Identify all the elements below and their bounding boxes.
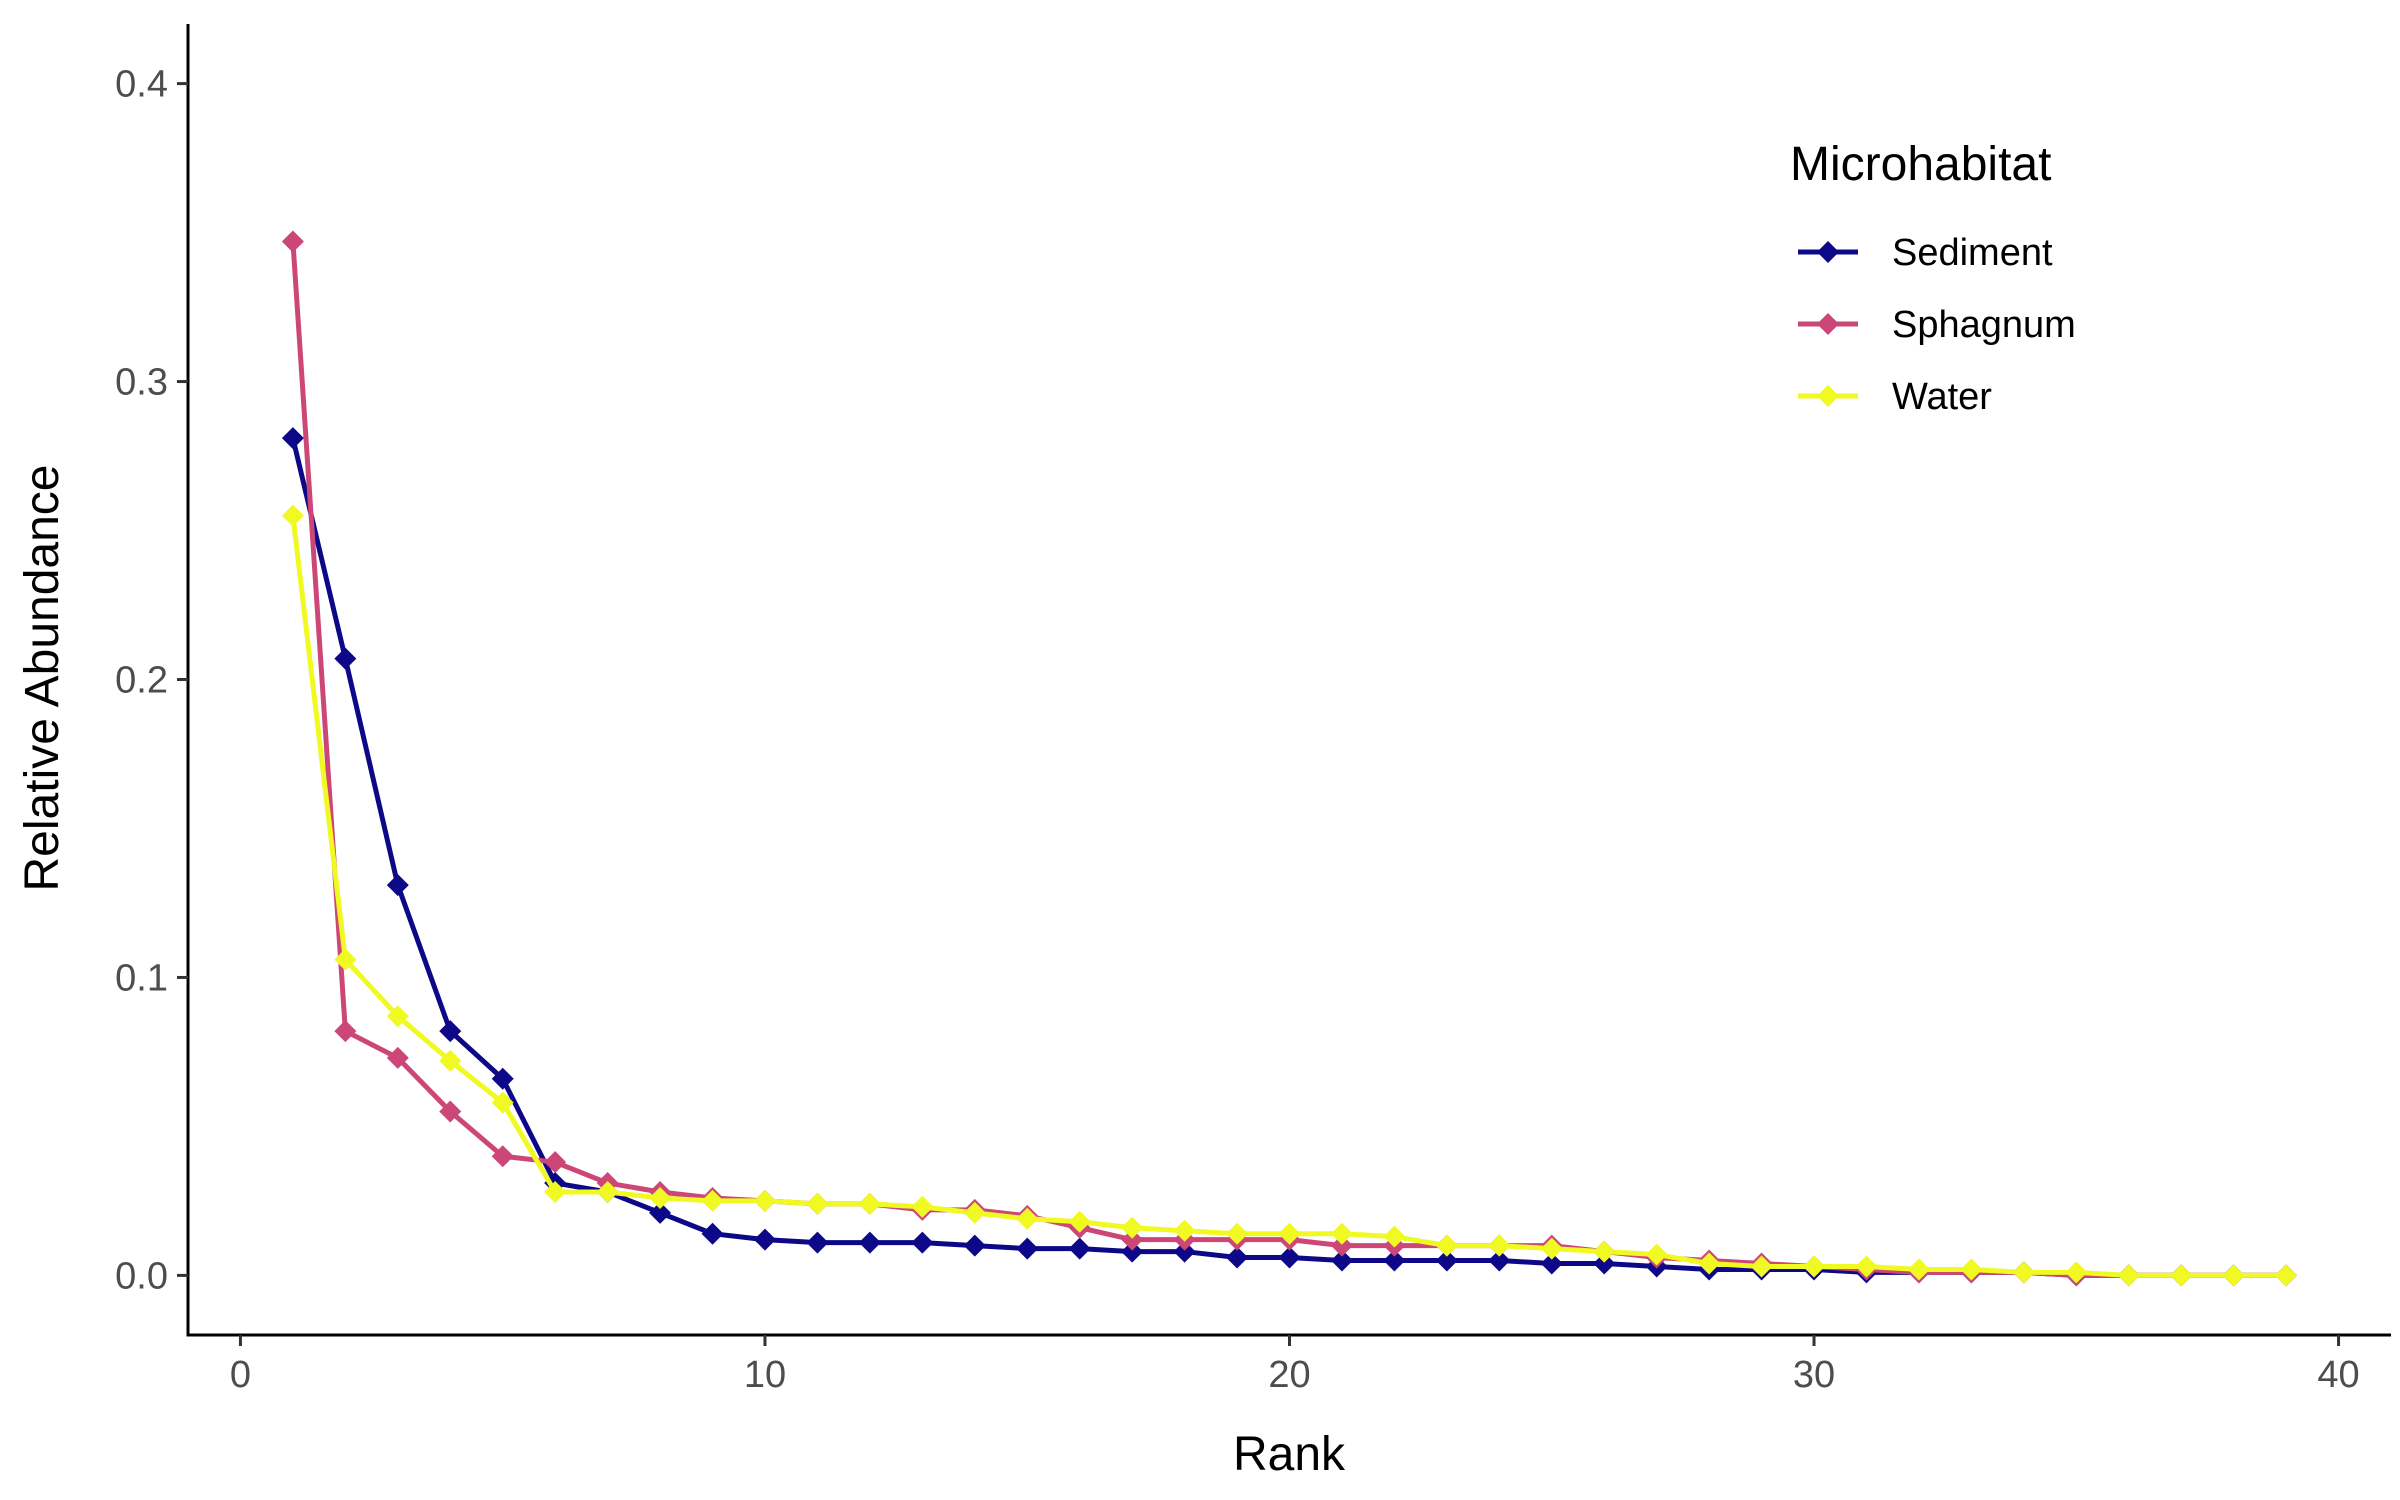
data-point-sediment bbox=[701, 1222, 724, 1245]
data-point-water bbox=[701, 1189, 724, 1212]
x-tick-label: 40 bbox=[2317, 1354, 2359, 1396]
data-point-sphagnum bbox=[1330, 1234, 1353, 1257]
data-point-sediment bbox=[386, 874, 409, 897]
data-point-water bbox=[544, 1180, 567, 1203]
series-layer bbox=[281, 230, 2298, 1287]
data-point-sphagnum bbox=[334, 1020, 357, 1043]
data-point-water bbox=[1645, 1243, 1668, 1266]
data-point-sediment bbox=[281, 427, 304, 450]
legend-label-water: Water bbox=[1892, 376, 1992, 418]
data-point-water bbox=[596, 1180, 619, 1203]
data-point-water bbox=[1226, 1222, 1249, 1245]
data-point-water bbox=[963, 1201, 986, 1224]
data-point-sediment bbox=[1593, 1252, 1616, 1275]
data-point-water bbox=[2117, 1264, 2140, 1287]
data-point-sphagnum bbox=[1121, 1228, 1144, 1251]
legend-key-marker-sphagnum bbox=[1817, 313, 1839, 335]
data-point-water bbox=[1121, 1216, 1144, 1239]
y-tick-label: 0.0 bbox=[115, 1255, 168, 1297]
data-point-sediment bbox=[439, 1020, 462, 1043]
y-axis-title: Relative Abundance bbox=[16, 465, 69, 892]
data-point-water bbox=[2012, 1261, 2035, 1284]
data-point-water bbox=[1698, 1252, 1721, 1275]
data-point-water bbox=[1383, 1225, 1406, 1248]
data-point-sediment bbox=[858, 1231, 881, 1254]
legend-key-marker-water bbox=[1817, 385, 1839, 407]
legend-title: Microhabitat bbox=[1790, 138, 2051, 191]
data-point-water bbox=[1750, 1255, 1773, 1278]
data-point-water bbox=[334, 948, 357, 971]
legend-label-sediment: Sediment bbox=[1892, 232, 2053, 274]
data-point-sediment bbox=[963, 1234, 986, 1257]
data-point-water bbox=[1068, 1210, 1091, 1233]
data-point-water bbox=[439, 1049, 462, 1072]
legend: Microhabitat Sediment Sphagnum Water bbox=[1790, 138, 2076, 418]
data-point-water bbox=[281, 504, 304, 527]
data-point-sediment bbox=[1173, 1240, 1196, 1263]
y-tick-label: 0.4 bbox=[115, 64, 168, 106]
data-point-sediment bbox=[1016, 1237, 1039, 1260]
data-point-sediment bbox=[491, 1067, 514, 1090]
data-point-water bbox=[806, 1192, 829, 1215]
y-tick-label: 0.3 bbox=[115, 362, 168, 404]
data-point-sphagnum bbox=[544, 1151, 567, 1174]
data-point-water bbox=[1803, 1255, 1826, 1278]
data-point-water bbox=[2222, 1264, 2245, 1287]
y-tick-label: 0.2 bbox=[115, 660, 168, 702]
data-point-water bbox=[2065, 1261, 2088, 1284]
data-point-sediment bbox=[1383, 1249, 1406, 1272]
data-point-sediment bbox=[1068, 1237, 1091, 1260]
data-point-water bbox=[911, 1195, 934, 1218]
data-point-sphagnum bbox=[439, 1100, 462, 1123]
data-point-water bbox=[1435, 1234, 1458, 1257]
legend-label-sphagnum: Sphagnum bbox=[1892, 304, 2076, 346]
data-point-water bbox=[2170, 1264, 2193, 1287]
data-point-water bbox=[1016, 1207, 1039, 1230]
x-tick-label: 0 bbox=[230, 1354, 251, 1396]
data-point-water bbox=[649, 1186, 672, 1209]
data-point-sphagnum bbox=[386, 1046, 409, 1069]
data-point-water bbox=[1488, 1234, 1511, 1257]
series-line-sediment bbox=[290, 437, 2287, 1278]
data-point-sediment bbox=[753, 1228, 776, 1251]
data-point-water bbox=[1593, 1240, 1616, 1263]
data-point-sediment bbox=[806, 1231, 829, 1254]
data-point-sediment bbox=[649, 1201, 672, 1224]
data-point-sediment bbox=[1540, 1252, 1563, 1275]
data-point-water bbox=[386, 1005, 409, 1028]
data-point-water bbox=[1540, 1237, 1563, 1260]
data-point-sphagnum bbox=[281, 230, 304, 253]
data-point-sediment bbox=[1226, 1246, 1249, 1269]
data-point-sphagnum bbox=[491, 1145, 514, 1168]
data-point-water bbox=[1330, 1222, 1353, 1245]
data-point-water bbox=[1907, 1258, 1930, 1281]
data-point-water bbox=[1173, 1219, 1196, 1242]
data-point-sediment bbox=[1121, 1240, 1144, 1263]
data-point-sediment bbox=[334, 647, 357, 670]
data-point-water bbox=[753, 1189, 776, 1212]
data-point-water bbox=[1855, 1255, 1878, 1278]
data-point-water bbox=[2275, 1264, 2298, 1287]
x-tick-label: 10 bbox=[744, 1354, 786, 1396]
data-point-sediment bbox=[911, 1231, 934, 1254]
data-point-sediment bbox=[1488, 1249, 1511, 1272]
data-point-water bbox=[1278, 1222, 1301, 1245]
legend-items: Sediment Sphagnum Water bbox=[1798, 232, 2076, 418]
x-ticks: 0 10 20 30 40 bbox=[230, 1335, 2360, 1396]
data-point-water bbox=[1960, 1258, 1983, 1281]
y-ticks: 0.0 0.1 0.2 0.3 0.4 bbox=[115, 64, 188, 1297]
data-point-sediment bbox=[1278, 1246, 1301, 1269]
data-point-water bbox=[858, 1192, 881, 1215]
y-tick-label: 0.1 bbox=[115, 957, 168, 999]
data-point-sediment bbox=[1435, 1249, 1458, 1272]
data-point-water bbox=[491, 1091, 514, 1114]
x-tick-label: 30 bbox=[1793, 1354, 1835, 1396]
plot-area bbox=[281, 230, 2298, 1287]
data-point-sediment bbox=[1330, 1249, 1353, 1272]
x-tick-label: 20 bbox=[1268, 1354, 1310, 1396]
x-axis-title: Rank bbox=[1233, 1428, 1346, 1481]
legend-key-marker-sediment bbox=[1817, 241, 1839, 263]
series-line-water bbox=[290, 515, 2287, 1278]
